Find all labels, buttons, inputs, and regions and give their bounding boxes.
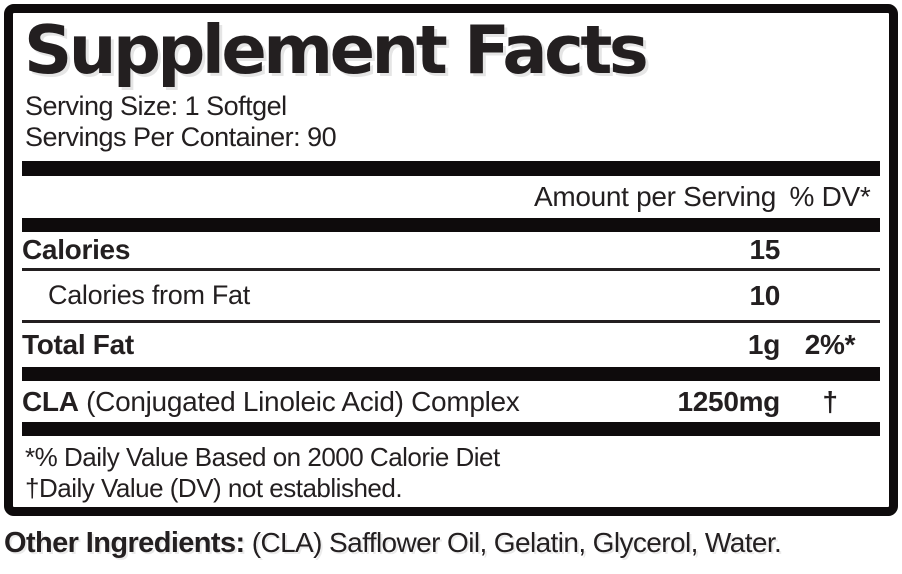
divider-thick-under-total-fat	[22, 367, 880, 382]
panel-title: Supplement Facts	[24, 11, 649, 89]
other-ingredients-label: Other Ingredients:	[4, 527, 245, 559]
row-dv-total-fat: 2%*	[804, 329, 856, 361]
table-row-total-fat: Total Fat 1g 2%*	[22, 323, 880, 367]
row-dv-cla-complex: †	[822, 385, 838, 417]
other-ingredients: Other Ingredients: (CLA) Safflower Oil, …	[4, 527, 902, 560]
footnote-daily-value: *% Daily Value Based on 2000 Calorie Die…	[25, 442, 500, 473]
divider-thick-top	[22, 161, 880, 177]
row-name-calories: Calories	[22, 234, 131, 266]
row-name-cla-complex: CLA (Conjugated Linoleic Acid) Complex	[22, 386, 655, 418]
serving-size: Serving Size: 1 Softgel	[25, 91, 287, 122]
servings-per-container: Servings Per Container: 90	[25, 122, 337, 153]
percent-dv-header: % DV*	[789, 181, 871, 213]
supplement-label-page: Supplement Facts Serving Size: 1 Softgel…	[0, 4, 902, 560]
supplement-facts-panel: Supplement Facts Serving Size: 1 Softgel…	[4, 4, 898, 516]
row-name-total-fat: Total Fat	[22, 329, 134, 361]
cla-full-name: (Conjugated Linoleic Acid) Complex	[78, 385, 520, 417]
amount-per-serving-header: Amount per Serving	[533, 181, 776, 213]
footnotes: *% Daily Value Based on 2000 Calorie Die…	[22, 436, 880, 504]
other-ingredients-value: (CLA) Safflower Oil, Gelatin, Glycerol, …	[244, 527, 782, 558]
table-row-calories-from-fat: Calories from Fat 10	[22, 271, 880, 320]
table-row-cla-complex: CLA (Conjugated Linoleic Acid) Complex 1…	[22, 381, 880, 422]
cla-abbreviation: CLA	[22, 385, 79, 417]
divider-thick-under-cla	[22, 422, 880, 437]
serving-info: Serving Size: 1 Softgel Servings Per Con…	[25, 91, 880, 153]
divider-thin-2	[22, 320, 880, 324]
row-amount-total-fat: 1g	[747, 329, 780, 361]
divider-thin-1	[22, 268, 880, 272]
row-amount-cla-complex: 1250mg	[677, 385, 781, 417]
row-amount-calories-from-fat: 10	[749, 279, 780, 311]
table-header-row: Amount per Serving % DV*	[22, 176, 880, 218]
divider-thick-under-header	[22, 218, 880, 233]
row-amount-calories: 15	[749, 234, 780, 266]
footnote-dv-not-established: †Daily Value (DV) not established.	[25, 473, 403, 504]
table-row-calories: Calories 15	[22, 232, 880, 268]
row-name-calories-from-fat: Calories from Fat	[48, 280, 250, 311]
